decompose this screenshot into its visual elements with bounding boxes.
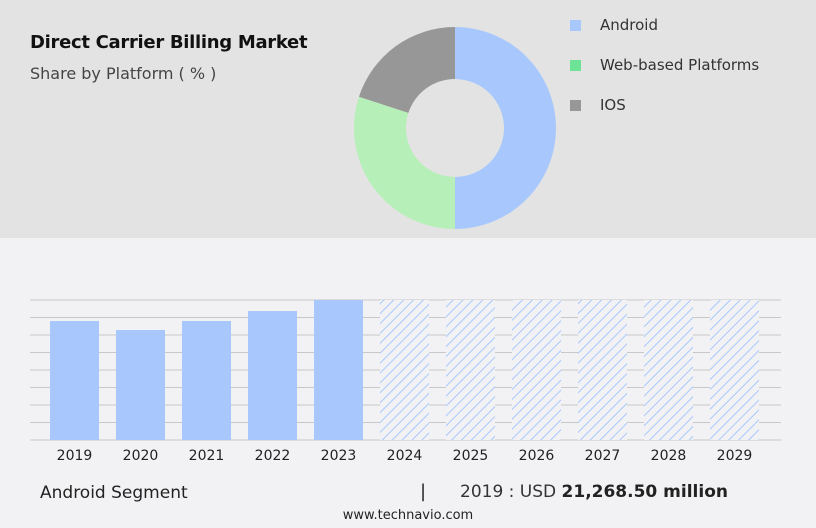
x-tick-label: 2023 bbox=[321, 448, 357, 464]
legend-label: Web-based Platforms bbox=[600, 56, 760, 74]
x-tick-label: 2028 bbox=[651, 448, 687, 464]
forecast-bar-2029 bbox=[710, 300, 759, 440]
donut-slice-web-based-platforms bbox=[353, 96, 455, 230]
legend-item: Web-based Platforms bbox=[570, 56, 759, 74]
x-tick-label: 2029 bbox=[717, 448, 753, 464]
legend-swatch bbox=[570, 59, 581, 71]
donut-slice-ios bbox=[358, 27, 455, 113]
forecast-bar-2028 bbox=[644, 300, 693, 440]
segment-stat: 2019 : USD 21,268.50 million bbox=[460, 482, 728, 502]
x-tick-label: 2027 bbox=[585, 448, 621, 464]
legend-item: IOS bbox=[570, 96, 626, 114]
source-url[interactable]: www.technavio.com bbox=[342, 508, 474, 523]
chart-subtitle: Share by Platform ( % ) bbox=[30, 64, 217, 83]
donut-slice-android bbox=[455, 27, 556, 229]
bar-chart: 2019 2020 2021 2022 2023 2024 2025 2026 2027 2028… bbox=[30, 299, 781, 464]
legend-label: Android bbox=[600, 16, 658, 34]
forecast-bar-2024 bbox=[380, 300, 429, 440]
x-tick-label: 2020 bbox=[123, 448, 159, 464]
donut-chart bbox=[353, 27, 556, 230]
bar-2021 bbox=[182, 320, 231, 440]
segment-label: Android Segment bbox=[40, 483, 188, 503]
forecast-bar-2027 bbox=[578, 300, 627, 440]
legend-swatch bbox=[570, 99, 581, 111]
stat-value: 21,268.50 million bbox=[561, 482, 728, 502]
bar-2020 bbox=[116, 329, 165, 440]
bar-2022 bbox=[248, 311, 297, 440]
bar-2019 bbox=[50, 320, 99, 440]
x-tick-label: 2021 bbox=[189, 448, 225, 464]
legend-item: Android bbox=[570, 16, 658, 34]
x-tick-label: 2024 bbox=[387, 448, 423, 464]
x-tick-label: 2022 bbox=[255, 448, 291, 464]
legend-label: IOS bbox=[600, 96, 626, 114]
forecast-bar-2026 bbox=[512, 300, 561, 440]
legend-swatch bbox=[570, 19, 581, 31]
bar-2023 bbox=[314, 300, 363, 440]
separator: | bbox=[420, 481, 427, 502]
chart-title: Direct Carrier Billing Market bbox=[30, 32, 308, 53]
x-tick-label: 2019 bbox=[57, 448, 93, 464]
x-tick-label: 2025 bbox=[453, 448, 489, 464]
forecast-bar-2025 bbox=[446, 300, 495, 440]
x-tick-label: 2026 bbox=[519, 448, 555, 464]
stat-prefix: 2019 : USD bbox=[460, 482, 557, 502]
